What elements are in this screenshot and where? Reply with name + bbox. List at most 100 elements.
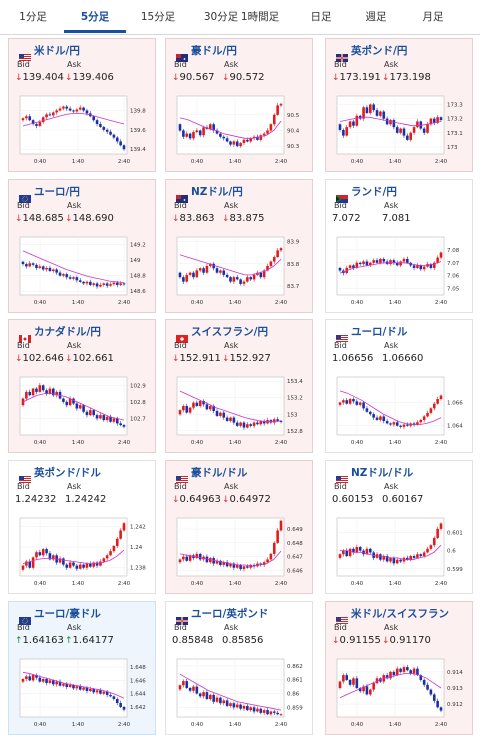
candle-body — [109, 695, 112, 697]
tab-6[interactable]: 週足 — [365, 11, 387, 23]
pair-name-link[interactable]: ランド/円 — [351, 186, 397, 198]
x-tick-label: 1:40 — [229, 159, 242, 165]
y-tick-label: 1.642 — [130, 705, 146, 711]
flag-useu-icon — [336, 328, 348, 343]
candle-body — [242, 705, 246, 709]
candle-body — [429, 408, 433, 413]
candle-body — [38, 122, 42, 126]
candle-body — [355, 678, 359, 688]
x-tick-label: 0:40 — [34, 581, 47, 587]
candle-body — [348, 679, 352, 685]
candle-body — [102, 126, 106, 130]
rate-card[interactable]: NZドル/円 Bid Ask ↓83.863 ↓83.875 83.9 83.8 83.7 0:… — [165, 179, 313, 313]
rate-card[interactable]: NZドル/ドル Bid Ask 0.60153 0.60167 0.601 0.6 0.599… — [325, 460, 473, 594]
ask-value-text: 173.198 — [389, 72, 431, 83]
candle-body — [99, 415, 102, 419]
candle-body — [209, 263, 212, 266]
candle-body — [215, 410, 219, 416]
rate-card[interactable]: 米ドル/スイスフラン Bid Ask ↓0.91155 ↓0.91170 0.914 0.9… — [325, 601, 473, 735]
candle-body — [246, 566, 249, 568]
candle-body — [276, 530, 279, 543]
rate-card[interactable]: ユーロ/豪ドル Bid Ask ↑1.64163 ↑1.64177 1.648 1.646 1… — [8, 601, 156, 735]
candle-body — [276, 712, 279, 715]
pair-name-link[interactable]: ユーロ/円 — [34, 186, 80, 198]
candle-body — [249, 138, 252, 142]
pair-name-link[interactable]: ユーロ/ドル — [351, 326, 408, 338]
rate-card[interactable]: 豪ドル/ドル Bid Ask ↓0.64963 ↓0.64972 0.649 0.648 0.… — [165, 460, 313, 594]
rate-card[interactable]: ランド/円 Bid Ask 7.072 7.081 7.08 7.07 7.06 7.05 0:4… — [325, 179, 473, 313]
pair-name-link[interactable]: NZドル/円 — [191, 186, 243, 198]
pair-name-link[interactable]: カナダドル/円 — [34, 326, 101, 338]
candle-body — [215, 268, 219, 273]
x-tick-label: 0:40 — [191, 159, 204, 165]
candle-body — [82, 281, 85, 284]
candle-body — [256, 272, 259, 275]
bid-value: ↑1.64163 — [15, 635, 64, 646]
pair-name-link[interactable]: 豪ドル/円 — [191, 45, 237, 57]
tab-3[interactable]: 30分足 — [203, 11, 239, 23]
rate-card[interactable]: 英ポンド/円 Bid Ask ↓173.191 ↓173.198 173.3 173.2 17… — [325, 38, 473, 172]
pair-name-link[interactable]: 英ポンド/円 — [351, 45, 408, 57]
x-tick-label: 0:40 — [34, 159, 47, 165]
candle-body — [355, 115, 359, 126]
flag-usch-icon — [336, 610, 348, 625]
tab-1[interactable]: 5分足 — [64, 0, 126, 33]
tab-4[interactable]: 1時間足 — [240, 11, 280, 23]
candle-body — [276, 250, 279, 258]
candle-body — [219, 697, 222, 704]
candle-body — [52, 388, 55, 396]
rate-card[interactable]: スイスフラン/円 Bid Ask ↓152.911 ↓152.927 153.4 153.2… — [165, 319, 313, 453]
candle-body — [95, 562, 99, 566]
x-tick-label: 0:40 — [34, 300, 47, 306]
pair-name-link[interactable]: 米ドル/スイスフラン — [351, 608, 450, 620]
plot-area — [19, 236, 128, 296]
rate-card[interactable]: 米ドル/円 Bid Ask ↓139.404 ↓139.406 139.8 139.6 139… — [8, 38, 156, 172]
tab-7[interactable]: 月足 — [422, 11, 444, 23]
x-tick-label: 0:40 — [351, 722, 364, 728]
pair-name-link[interactable]: スイスフラン/円 — [191, 326, 269, 338]
pair-name-link[interactable]: 豪ドル/ドル — [191, 467, 248, 479]
candle-body — [426, 684, 429, 690]
candle-body — [266, 130, 269, 134]
candle-body — [25, 264, 28, 267]
candle-body — [392, 422, 396, 425]
x-tick-label: 2:40 — [435, 300, 448, 306]
candle-body — [202, 127, 205, 136]
candle-body — [348, 399, 352, 404]
candle-body — [182, 406, 185, 411]
candle-body — [399, 668, 402, 672]
pair-name-link[interactable]: ユーロ/豪ドル — [34, 608, 101, 620]
y-tick-label: 7.06 — [447, 274, 460, 280]
tab-2[interactable]: 15分足 — [140, 11, 176, 23]
candle-body — [62, 683, 65, 686]
bid-value-text: 7.072 — [332, 213, 361, 224]
x-tick-label: 0:40 — [351, 159, 364, 165]
candle-body — [112, 696, 116, 699]
tab-5[interactable]: 日足 — [310, 11, 332, 23]
tab-0[interactable]: 1分足 — [19, 11, 47, 23]
candle-body — [185, 556, 189, 561]
candle-body — [246, 705, 249, 711]
candle-body — [432, 537, 436, 546]
rate-card[interactable]: ユーロ/ドル Bid Ask 1.06656 1.06660 1.066 1.064 0:40… — [325, 319, 473, 453]
ask-value-text: 0.91170 — [389, 635, 431, 646]
candle-body — [102, 558, 106, 562]
pair-name-link[interactable]: ユーロ/英ポンド — [191, 608, 269, 620]
candle-body — [89, 410, 92, 416]
arrow-down-icon: ↓ — [172, 214, 180, 224]
rate-card[interactable]: ユーロ/英ポンド Bid Ask 0.85848 0.85856 0.862 0.861 0.… — [165, 601, 313, 735]
candle-body — [369, 104, 372, 113]
pair-name-link[interactable]: NZドル/ドル — [351, 467, 414, 479]
candle-body — [262, 420, 266, 424]
rate-card[interactable]: 英ポンド/ドル Bid Ask 1.24232 1.24242 1.242 1.24 1.23… — [8, 460, 156, 594]
rate-card[interactable]: 豪ドル/円 Bid Ask ↓90.567 ↓90.572 90.5 90.4 90.3 0:4… — [165, 38, 313, 172]
pair-name-link[interactable]: 米ドル/円 — [34, 45, 80, 57]
candle-body — [426, 412, 429, 417]
candle-body — [112, 134, 116, 138]
pair-name-link[interactable]: 英ポンド/ドル — [34, 467, 101, 479]
rate-card[interactable]: カナダドル/円 Bid Ask ↓102.646 ↓102.661 102.9 102.8 1… — [8, 319, 156, 453]
bid-value: ↓90.567 — [172, 72, 215, 83]
rate-card[interactable]: ユーロ/円 Bid Ask ↓148.685 ↓148.690 149.2 149 148.8… — [8, 179, 156, 313]
candle-body — [31, 388, 35, 396]
ask-value: 0.60167 — [382, 494, 423, 505]
